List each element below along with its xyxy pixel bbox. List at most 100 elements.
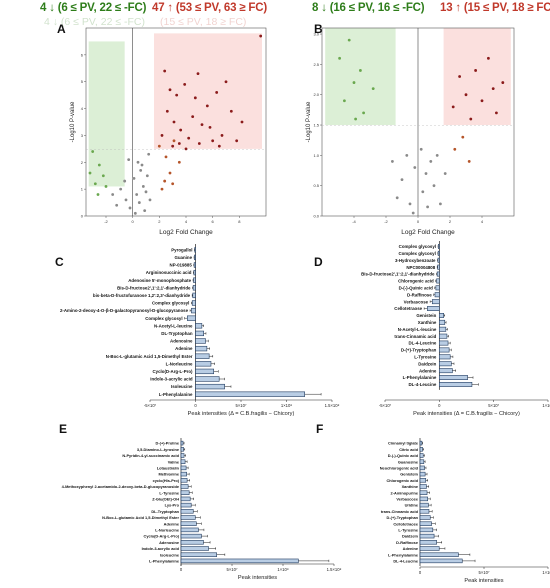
bar-c-bar	[195, 338, 206, 344]
volcano-a-xtick-label: -2	[104, 219, 108, 224]
bar-c-category-label: N-Acetyl-L-leucine	[154, 323, 193, 328]
volcano-a-point	[179, 128, 183, 132]
volcano-b-ytick-label: 3.0	[313, 32, 319, 37]
volcano-a-point	[160, 187, 164, 191]
bar-f-category-label: Citric acid	[399, 447, 418, 452]
bar-f-category-label: DL-4-Leucine	[393, 559, 418, 564]
bar-d-xtick-label: 5×10⁷	[488, 403, 499, 408]
volcano-b-point	[464, 93, 468, 97]
bar-e-bar	[180, 502, 192, 508]
volcano-a-point	[224, 80, 228, 84]
bar-d-bar	[439, 313, 444, 318]
bar-f-category-label: Cellotetraose	[393, 521, 418, 526]
bar-d-xlabel: Peak intensities (Δ = C.B.fragilis − Chi…	[413, 411, 520, 417]
volcano-b-point	[461, 135, 465, 139]
bar-e-bar	[180, 558, 299, 564]
volcano-b-xtick-label: 0	[417, 219, 420, 224]
bar-c-bar	[195, 361, 212, 367]
volcano-b-point	[391, 160, 394, 163]
bar-e-xlabel: Peak intensities	[238, 575, 277, 581]
volcano-b-point	[371, 87, 375, 91]
volcano-a-point	[171, 182, 175, 186]
volcano-b-xlabel: Log2 Fold Change	[401, 229, 455, 236]
panel-letter-a: A	[57, 22, 66, 36]
bar-f-bar	[419, 447, 423, 452]
bar-f-bar	[419, 459, 425, 464]
volcano-a-xtick-label: 4	[185, 219, 188, 224]
volcano-a-point	[88, 171, 92, 175]
bar-d-category-label: D-(-)-Quinic acid	[399, 285, 433, 290]
volcano-b-point	[501, 81, 505, 84]
panel-letter-c: C	[55, 255, 64, 269]
volcano-b-point	[432, 184, 436, 188]
bar-d-bar	[439, 382, 473, 387]
bar-e-bar	[180, 465, 187, 471]
volcano-a-point	[168, 88, 172, 92]
bar-e-category-label: Valine	[168, 459, 180, 464]
bar-e-bar	[180, 478, 188, 483]
volcano-a-point	[164, 155, 168, 159]
bar-c-category-label: Adenine	[175, 346, 193, 351]
bar-c-category-label: Pyrogallol	[171, 247, 192, 252]
volcano-a-point	[144, 190, 148, 194]
bar-d-bar	[439, 326, 447, 332]
volcano-a-point	[220, 134, 224, 137]
bar-f-category-label: 2-Aminopurine	[391, 490, 419, 495]
bar-d-category-label: D-Raffinose	[407, 292, 432, 297]
bar-f-category-label: trans-Cinnamic acid	[381, 509, 419, 514]
volcano-a-point	[133, 211, 137, 215]
volcano-a-point	[119, 187, 123, 191]
bar-d-category-label: D-(+)-Tryptophan	[401, 348, 437, 353]
bar-f-xtick-label: 1×10⁸	[542, 570, 550, 575]
volcano-b-point	[474, 69, 477, 72]
volcano-a-ytick-label: 3	[81, 133, 84, 138]
bar-c-category-label: bis-beta-D-fructofuranose 1,2':2,3'-dian…	[93, 293, 191, 298]
bar-d-category-label: NPC00004808	[406, 265, 435, 270]
header-a-ghost-up: (15 ≤ PV, 18 ≥ FC)	[160, 16, 247, 28]
volcano-b-ylabel: -Log10 P-value	[306, 101, 312, 142]
bar-f-category-label: Xanthine	[402, 484, 419, 489]
volcano-b-ytick-label: 0.5	[313, 183, 319, 188]
volcano-b-up-region	[443, 28, 511, 126]
volcano-b-point	[338, 56, 341, 60]
bar-d-category-label: Adenine	[419, 368, 437, 373]
volcano-a-xtick-label: 6	[212, 219, 215, 224]
volcano-a-point	[123, 179, 127, 183]
bar-c-bar	[193, 277, 196, 283]
volcano-b-point	[343, 99, 346, 103]
volcano-a-point	[104, 185, 108, 188]
volcano-a-point	[93, 182, 97, 186]
bar-c-bar	[195, 383, 225, 390]
volcano-a-point	[148, 198, 152, 202]
volcano-b-point	[405, 153, 409, 157]
volcano-b-point	[443, 172, 447, 175]
bar-f-bar	[419, 490, 428, 495]
volcano-a-point	[132, 177, 136, 180]
bar-d-category-label: L-Tyrosine	[414, 354, 437, 359]
bar-c-bar	[195, 376, 220, 382]
bar-c-category-label: L-Phenylalanine	[159, 392, 193, 397]
volcano-a-point	[217, 144, 221, 148]
bar-f-bar	[419, 527, 434, 533]
bar-e-category-label: Cyclo(D-Arg-L-Pro)	[144, 534, 180, 539]
volcano-a-ytick-label: 5	[81, 79, 84, 84]
bar-e-xtick-label: 5×10⁷	[227, 567, 238, 572]
bar-e-category-label: cyclo(His-Pro)	[153, 478, 180, 483]
bar-f-bar	[419, 440, 423, 446]
bar-d-category-label: Verbascose	[404, 299, 429, 304]
bar-e-category-label: Adenosine	[159, 540, 180, 545]
volcano-a-point	[140, 163, 144, 167]
volcano-a-point	[165, 109, 169, 113]
bar-c-xlabel: Peak intensities (Δ = C.B.fragilis − Chi…	[188, 411, 295, 417]
bar-d-category-label: Complex glycosyl	[398, 251, 435, 256]
bar-e-bar	[180, 496, 191, 502]
bar-f-bar	[419, 546, 440, 551]
bar-f-bar	[419, 515, 431, 520]
panel-letter-f: F	[316, 422, 324, 436]
volcano-a-point	[157, 144, 161, 148]
bar-e-bar	[180, 540, 204, 545]
bar-d-category-label: Daidzein	[418, 361, 436, 366]
volcano-b-point	[359, 69, 362, 72]
volcano-b-point	[362, 111, 365, 115]
bar-d-xtick-label: 1×10⁸	[542, 403, 550, 408]
